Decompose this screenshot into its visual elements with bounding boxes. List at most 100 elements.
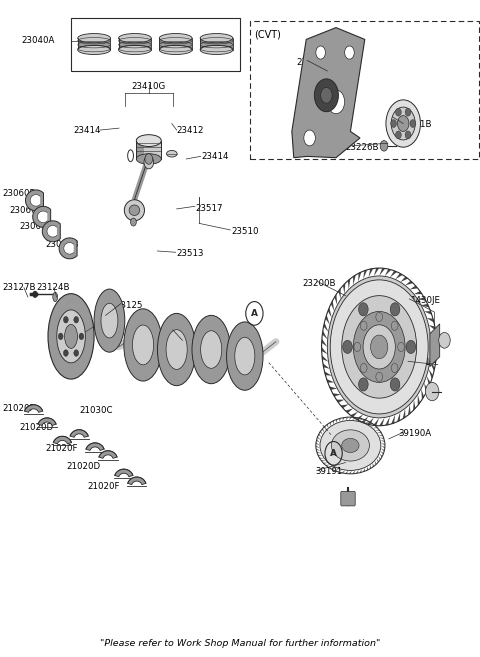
Polygon shape xyxy=(365,421,370,423)
Circle shape xyxy=(314,79,338,112)
Polygon shape xyxy=(343,283,345,294)
Polygon shape xyxy=(128,477,146,485)
Text: 23040A: 23040A xyxy=(22,36,55,45)
Polygon shape xyxy=(115,469,133,477)
Polygon shape xyxy=(99,451,117,459)
Circle shape xyxy=(359,378,368,391)
Polygon shape xyxy=(317,436,321,440)
Circle shape xyxy=(405,131,411,139)
Polygon shape xyxy=(59,238,77,259)
Polygon shape xyxy=(345,470,349,474)
Circle shape xyxy=(304,130,315,146)
Polygon shape xyxy=(350,412,358,417)
Polygon shape xyxy=(363,468,365,472)
Ellipse shape xyxy=(78,45,110,55)
Text: 23125: 23125 xyxy=(115,301,143,310)
Ellipse shape xyxy=(57,310,85,363)
Ellipse shape xyxy=(124,309,162,381)
Circle shape xyxy=(58,333,63,340)
Polygon shape xyxy=(42,221,60,242)
Polygon shape xyxy=(337,470,342,472)
Polygon shape xyxy=(379,268,385,276)
Polygon shape xyxy=(37,211,48,223)
Ellipse shape xyxy=(124,200,144,221)
Circle shape xyxy=(410,120,416,127)
Polygon shape xyxy=(316,449,321,451)
Polygon shape xyxy=(381,443,385,445)
Circle shape xyxy=(406,340,416,353)
Text: 21030C: 21030C xyxy=(79,406,113,415)
Polygon shape xyxy=(370,464,372,469)
Polygon shape xyxy=(379,417,384,426)
Text: 23414: 23414 xyxy=(73,125,101,135)
Polygon shape xyxy=(346,417,348,420)
Polygon shape xyxy=(374,461,377,465)
Text: 23060B: 23060B xyxy=(10,206,43,215)
Circle shape xyxy=(391,321,398,330)
Text: 23060B: 23060B xyxy=(19,222,53,231)
Text: 23414: 23414 xyxy=(202,152,229,161)
Polygon shape xyxy=(379,453,383,457)
Text: 39190A: 39190A xyxy=(398,429,432,438)
Ellipse shape xyxy=(200,34,233,43)
Polygon shape xyxy=(319,457,324,459)
Text: A: A xyxy=(251,309,258,318)
Ellipse shape xyxy=(200,45,233,55)
Polygon shape xyxy=(397,412,400,422)
Circle shape xyxy=(63,350,68,356)
Circle shape xyxy=(376,312,383,321)
Polygon shape xyxy=(348,470,352,474)
Polygon shape xyxy=(372,463,374,467)
Circle shape xyxy=(144,156,154,169)
Ellipse shape xyxy=(119,34,151,43)
Circle shape xyxy=(391,363,398,373)
Circle shape xyxy=(390,378,400,391)
Polygon shape xyxy=(421,388,424,399)
Polygon shape xyxy=(400,277,408,282)
Polygon shape xyxy=(345,409,353,413)
Polygon shape xyxy=(409,286,418,290)
Ellipse shape xyxy=(94,289,125,352)
Polygon shape xyxy=(427,318,434,323)
Ellipse shape xyxy=(48,294,94,379)
Polygon shape xyxy=(367,466,368,470)
Polygon shape xyxy=(320,431,323,435)
Circle shape xyxy=(145,154,153,164)
Polygon shape xyxy=(323,363,330,369)
Text: 23510: 23510 xyxy=(231,227,259,237)
Polygon shape xyxy=(361,417,369,423)
Polygon shape xyxy=(331,468,336,470)
Ellipse shape xyxy=(363,325,396,369)
Bar xyxy=(250,21,479,159)
Ellipse shape xyxy=(129,205,140,215)
Circle shape xyxy=(316,46,325,59)
Polygon shape xyxy=(38,418,56,426)
Polygon shape xyxy=(358,272,361,282)
Polygon shape xyxy=(430,324,440,367)
Circle shape xyxy=(131,218,136,226)
Polygon shape xyxy=(318,455,323,456)
Ellipse shape xyxy=(167,150,177,157)
Ellipse shape xyxy=(320,420,381,470)
Polygon shape xyxy=(429,325,435,330)
Polygon shape xyxy=(329,386,337,390)
Circle shape xyxy=(380,141,388,151)
Text: 23211B: 23211B xyxy=(297,58,330,67)
Polygon shape xyxy=(328,307,332,318)
Polygon shape xyxy=(405,281,413,285)
Ellipse shape xyxy=(159,34,192,43)
Polygon shape xyxy=(136,141,144,159)
Text: 23226B: 23226B xyxy=(346,143,379,152)
Ellipse shape xyxy=(353,311,405,382)
Polygon shape xyxy=(30,194,40,206)
Polygon shape xyxy=(431,340,437,347)
Polygon shape xyxy=(316,445,320,448)
Text: 23060B: 23060B xyxy=(2,189,36,198)
Polygon shape xyxy=(336,419,337,423)
Circle shape xyxy=(390,303,400,316)
Circle shape xyxy=(359,303,368,316)
Polygon shape xyxy=(430,361,435,371)
Polygon shape xyxy=(317,451,322,453)
Polygon shape xyxy=(424,311,432,315)
Circle shape xyxy=(354,342,360,351)
